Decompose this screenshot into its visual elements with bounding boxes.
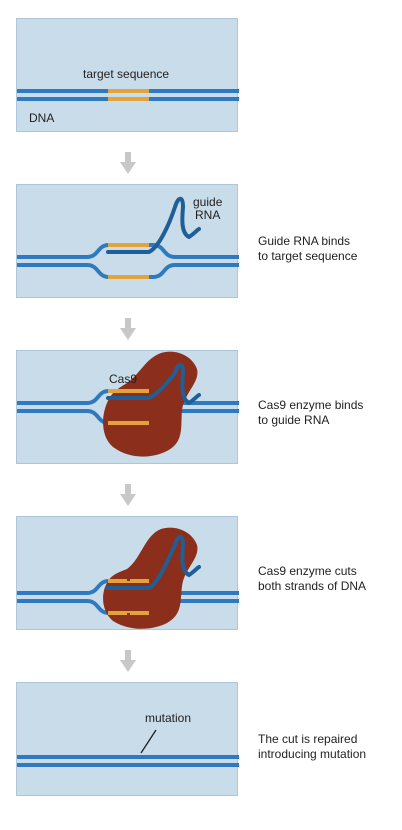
caption-step-3: Cas9 enzyme binds to guide RNA	[258, 398, 363, 428]
down-arrow-icon	[120, 152, 136, 179]
dna-diagram-5	[17, 729, 239, 767]
target-sequence-label: target sequence	[83, 67, 170, 81]
panel-target-sequence: target sequence DNA	[16, 18, 239, 132]
dna-diagram-4	[17, 527, 239, 629]
caption-line: Guide RNA binds	[258, 234, 351, 248]
down-arrow-icon	[120, 650, 136, 677]
panel-mutation: mutation	[16, 682, 239, 796]
down-arrow-icon	[120, 318, 136, 345]
caption-step-2: Guide RNA binds to target sequence	[258, 234, 357, 264]
caption-line: both strands of DNA	[258, 579, 367, 593]
caption-line: Cas9 enzyme cuts	[258, 564, 357, 578]
panel-guide-rna-binds: guide RNA	[16, 184, 239, 298]
dna-label: DNA	[29, 111, 55, 125]
cas9-enzyme-shape	[103, 527, 198, 629]
caption-line: to target sequence	[258, 249, 358, 263]
down-arrow-icon	[120, 484, 136, 511]
guide-rna-strand	[106, 534, 201, 590]
caption-line: Cas9 enzyme binds	[258, 398, 364, 412]
dna-diagram-1	[17, 89, 239, 101]
guide-rna-strand	[106, 362, 201, 406]
mutation-label: mutation	[145, 711, 192, 725]
caption-line: The cut is repaired	[258, 732, 358, 746]
caption-line: introducing mutation	[258, 747, 367, 761]
dna-diagram-3	[17, 351, 239, 457]
dna-diagram-2	[17, 196, 239, 279]
guide-rna-strand	[106, 196, 201, 254]
guide-rna-label: guide RNA	[193, 196, 222, 222]
cas9-label: Cas9	[109, 372, 138, 386]
guide-label-line1: guide	[193, 195, 223, 209]
panel-cas9-cuts	[16, 516, 239, 630]
guide-label-line2: RNA	[195, 208, 221, 222]
caption-step-4: Cas9 enzyme cuts both strands of DNA	[258, 564, 366, 594]
panel-cas9-binds: Cas9	[16, 350, 239, 464]
cas9-enzyme-shape	[103, 351, 198, 457]
caption-step-5: The cut is repaired introducing mutation	[258, 732, 366, 762]
caption-line: to guide RNA	[258, 413, 330, 427]
mutation-pointer	[140, 729, 157, 754]
